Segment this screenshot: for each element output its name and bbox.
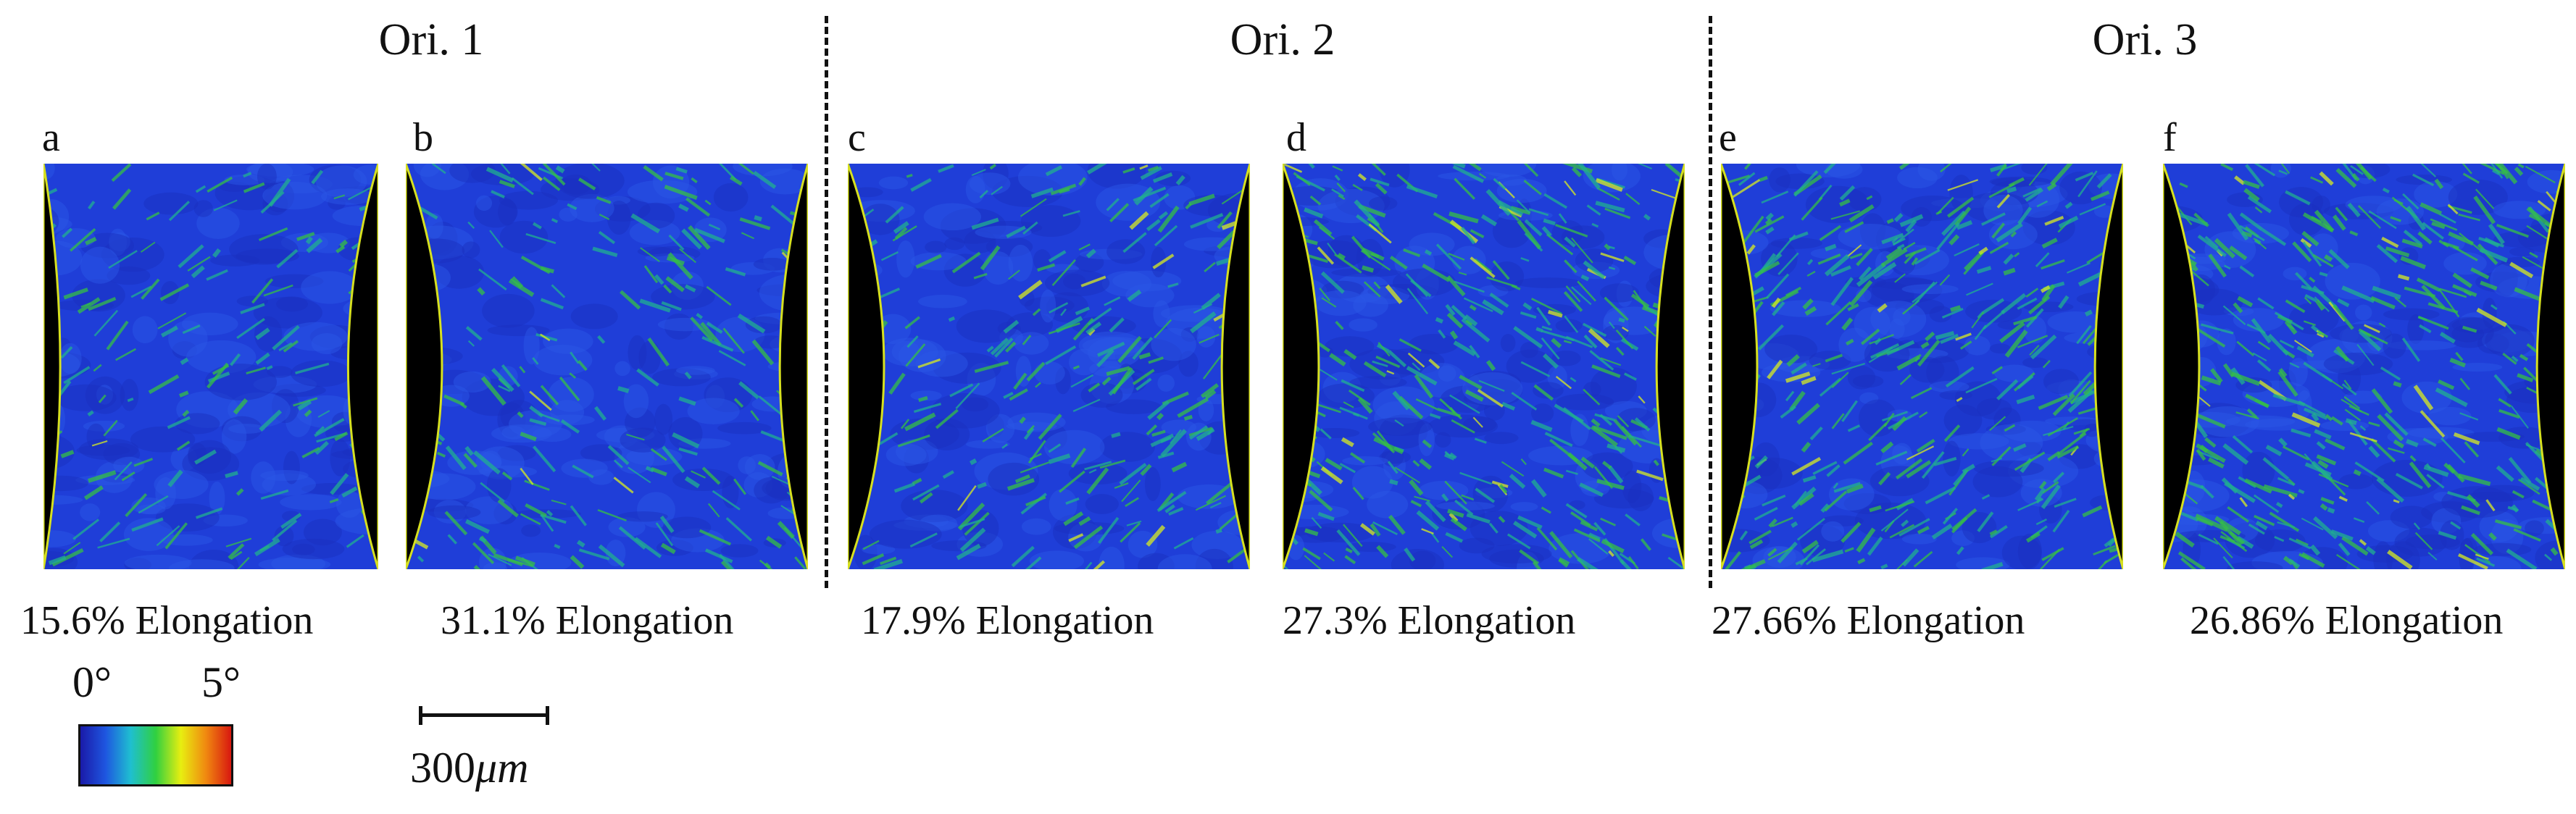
group-title-ori-1: Ori. 1 (378, 15, 484, 64)
scalebar-value: 300 (410, 744, 475, 792)
map-panel-e (1721, 164, 2123, 569)
scalebar-unit: μm (475, 744, 529, 792)
map-panel-c (848, 164, 1250, 569)
panel-label-b: b (413, 115, 433, 160)
caption-f: 26.86% Elongation (2190, 598, 2504, 643)
colorbar (78, 724, 233, 786)
divider-2 (1709, 16, 1712, 588)
caption-c: 17.9% Elongation (861, 598, 1154, 643)
scalebar-line (419, 713, 549, 717)
map-image-e (1721, 164, 2123, 569)
caption-b: 31.1% Elongation (441, 598, 734, 643)
panel-label-a: a (42, 115, 60, 160)
map-image-b (406, 164, 808, 569)
caption-e: 27.66% Elongation (1712, 598, 2025, 643)
panel-label-d: d (1286, 115, 1306, 160)
map-image-c (848, 164, 1250, 569)
group-title-ori-3: Ori. 3 (2092, 15, 2198, 64)
colorbar-max-label: 5° (201, 658, 241, 706)
scalebar-label: 300μm (410, 743, 528, 793)
scalebar-tick-right (546, 706, 549, 725)
panel-label-c: c (848, 115, 866, 160)
map-image-d (1283, 164, 1685, 569)
map-panel-f (2163, 164, 2565, 569)
divider-1 (825, 16, 828, 588)
map-image-f (2163, 164, 2565, 569)
map-image-a (43, 164, 378, 569)
panel-label-f: f (2163, 115, 2177, 160)
panel-label-e: e (1719, 115, 1737, 160)
map-panel-a (43, 164, 378, 569)
map-panel-b (406, 164, 808, 569)
caption-d: 27.3% Elongation (1283, 598, 1576, 643)
group-title-ori-2: Ori. 2 (1230, 15, 1335, 64)
caption-a: 15.6% Elongation (20, 598, 314, 643)
map-panel-d (1283, 164, 1685, 569)
colorbar-min-label: 0° (72, 658, 112, 706)
